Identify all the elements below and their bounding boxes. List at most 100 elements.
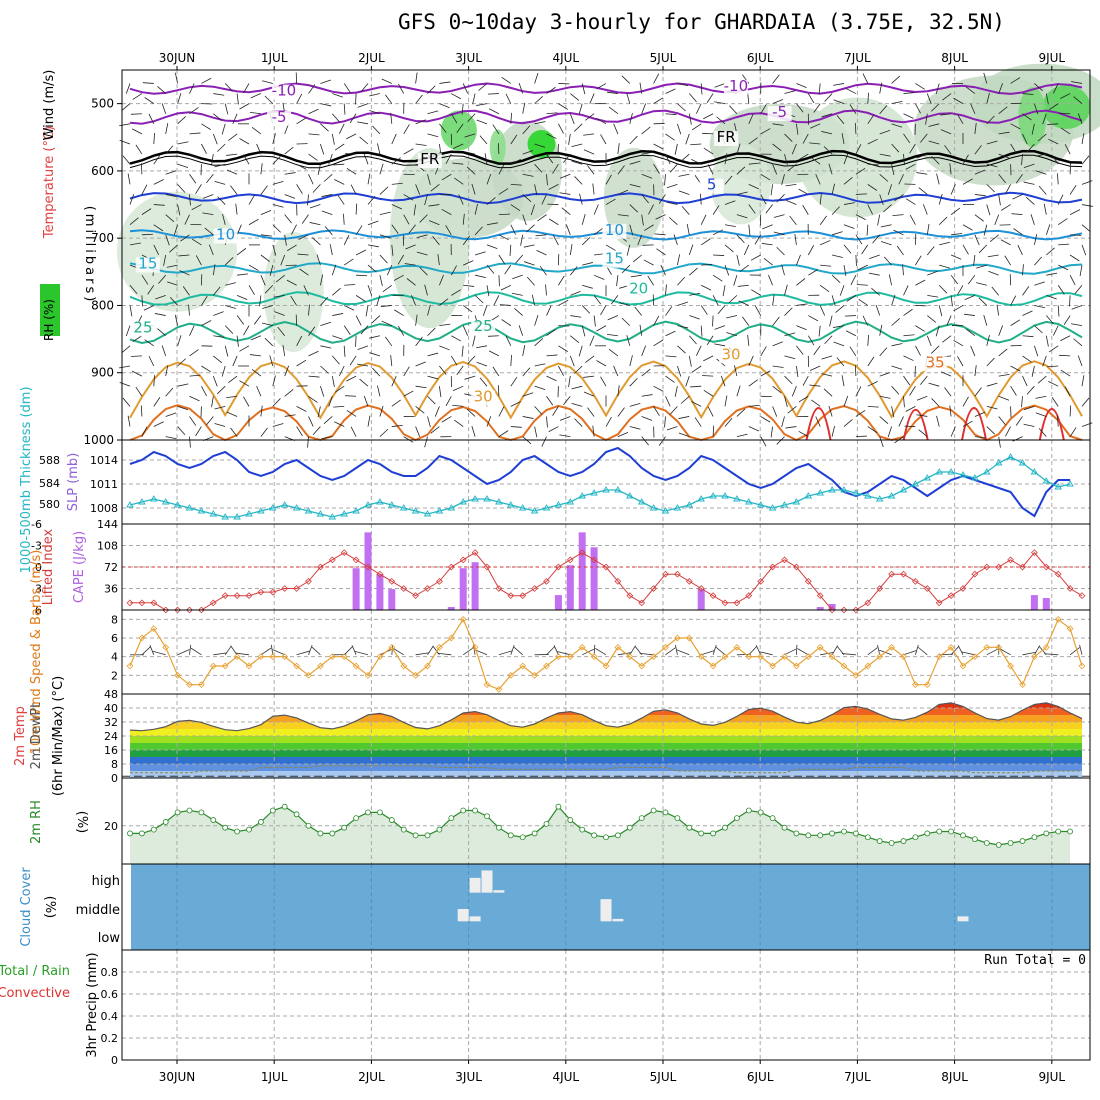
wind-barb [736,143,741,155]
wind-point [685,634,693,642]
wind-barb [415,119,426,125]
wind-barb [916,153,928,159]
wind-barb [748,162,760,165]
wind-barb [1022,93,1034,95]
thickness-point [411,507,420,514]
wind-barb [165,234,170,246]
wind-barb [724,175,733,185]
wind-point [186,681,193,689]
wind-barb [230,185,238,195]
wind-barb [789,215,797,225]
wind-barb [534,163,543,173]
wind-barb [212,264,216,276]
wind-barb [439,103,450,109]
wind-tick-label: 6 [111,632,118,645]
thickness-point [126,501,134,508]
li-point [935,599,943,607]
wind-barb [365,305,369,317]
wind-barb [333,405,345,408]
wind-barb [690,143,702,146]
wind-barb [574,123,583,132]
wind-barb [712,229,724,236]
wind-barb [589,93,595,104]
wind-barb [653,97,664,104]
wind-barb [940,129,952,135]
wind-barb [217,143,226,152]
wind-barb [558,103,568,110]
wind-barb [462,213,465,225]
wind-barb [363,153,369,165]
wind-barb [308,395,318,403]
wind-barb [558,365,564,376]
wind-barb [845,330,857,337]
wind-barb [568,133,571,145]
rh2m-point [138,830,145,837]
wind-barb-10m [190,647,202,656]
cape-bar [376,574,384,610]
wind-barb [498,234,509,241]
thickness-point [150,495,158,502]
wind-barb [668,217,678,226]
wind-barb [1081,133,1085,145]
contour-label: 35 [926,353,945,371]
wind-barb [734,365,738,377]
cape-bar [697,589,705,610]
wind-barb [1021,396,1023,408]
cloud-middle-bar [469,916,481,922]
wind-barb [970,103,976,114]
wind-barb [712,295,719,306]
wind-barb [747,334,750,346]
wind-barb [427,304,431,316]
wind-barb [621,264,631,274]
rh2m-point [912,834,919,841]
wind-barb [226,395,238,399]
wind-barb [903,355,914,361]
wind-barb [811,399,821,407]
wind-barb [784,332,796,337]
rh2m-point [234,828,241,835]
wind-barb [903,375,911,386]
thickness-point [1018,459,1027,466]
wind-barb [522,392,534,397]
thickness-point [352,507,360,514]
wind-barb [253,315,262,325]
wind-barb [482,305,488,316]
wind-barb [369,335,380,339]
wind-barb [464,133,476,138]
wind-barb [724,153,728,165]
wind-barb [405,244,416,250]
thickness-tick-label: 588 [39,454,60,467]
wind-barb [367,220,379,226]
rh2m-point [388,817,395,823]
wind-barb [367,285,373,296]
wind-point [519,662,527,670]
contour-label-bg [714,130,739,146]
wind-barb [1071,323,1083,327]
xtick-label-top: 6JUL [747,51,774,65]
rh2m-point [1055,828,1062,835]
wind-barb [206,174,214,184]
wind-barb-10m [917,646,928,656]
wind-barb [903,285,909,296]
wind-barb [784,90,796,94]
wind-axis-label: 10m Wind Speed & Barbs (m/s) [29,550,44,755]
wind-barb [345,153,357,155]
wind-barb [140,405,143,417]
li-point [578,549,586,557]
ytick-label: 1000 [83,433,114,447]
li-point [257,588,265,596]
rh2m-point [734,815,740,822]
wind-barb [617,189,629,195]
wind-barb [461,103,464,115]
ytick-label: 800 [91,298,114,312]
wind-barb [796,123,799,135]
wind-barb [677,123,682,135]
wind-barb [329,244,333,256]
wind-barb [607,315,619,321]
wind-barb [728,295,738,304]
wind-barb [320,321,331,327]
wind-barb [915,345,921,356]
wind-barb [1015,174,1023,184]
wind-point [1042,643,1050,651]
wind-barb [301,214,309,224]
